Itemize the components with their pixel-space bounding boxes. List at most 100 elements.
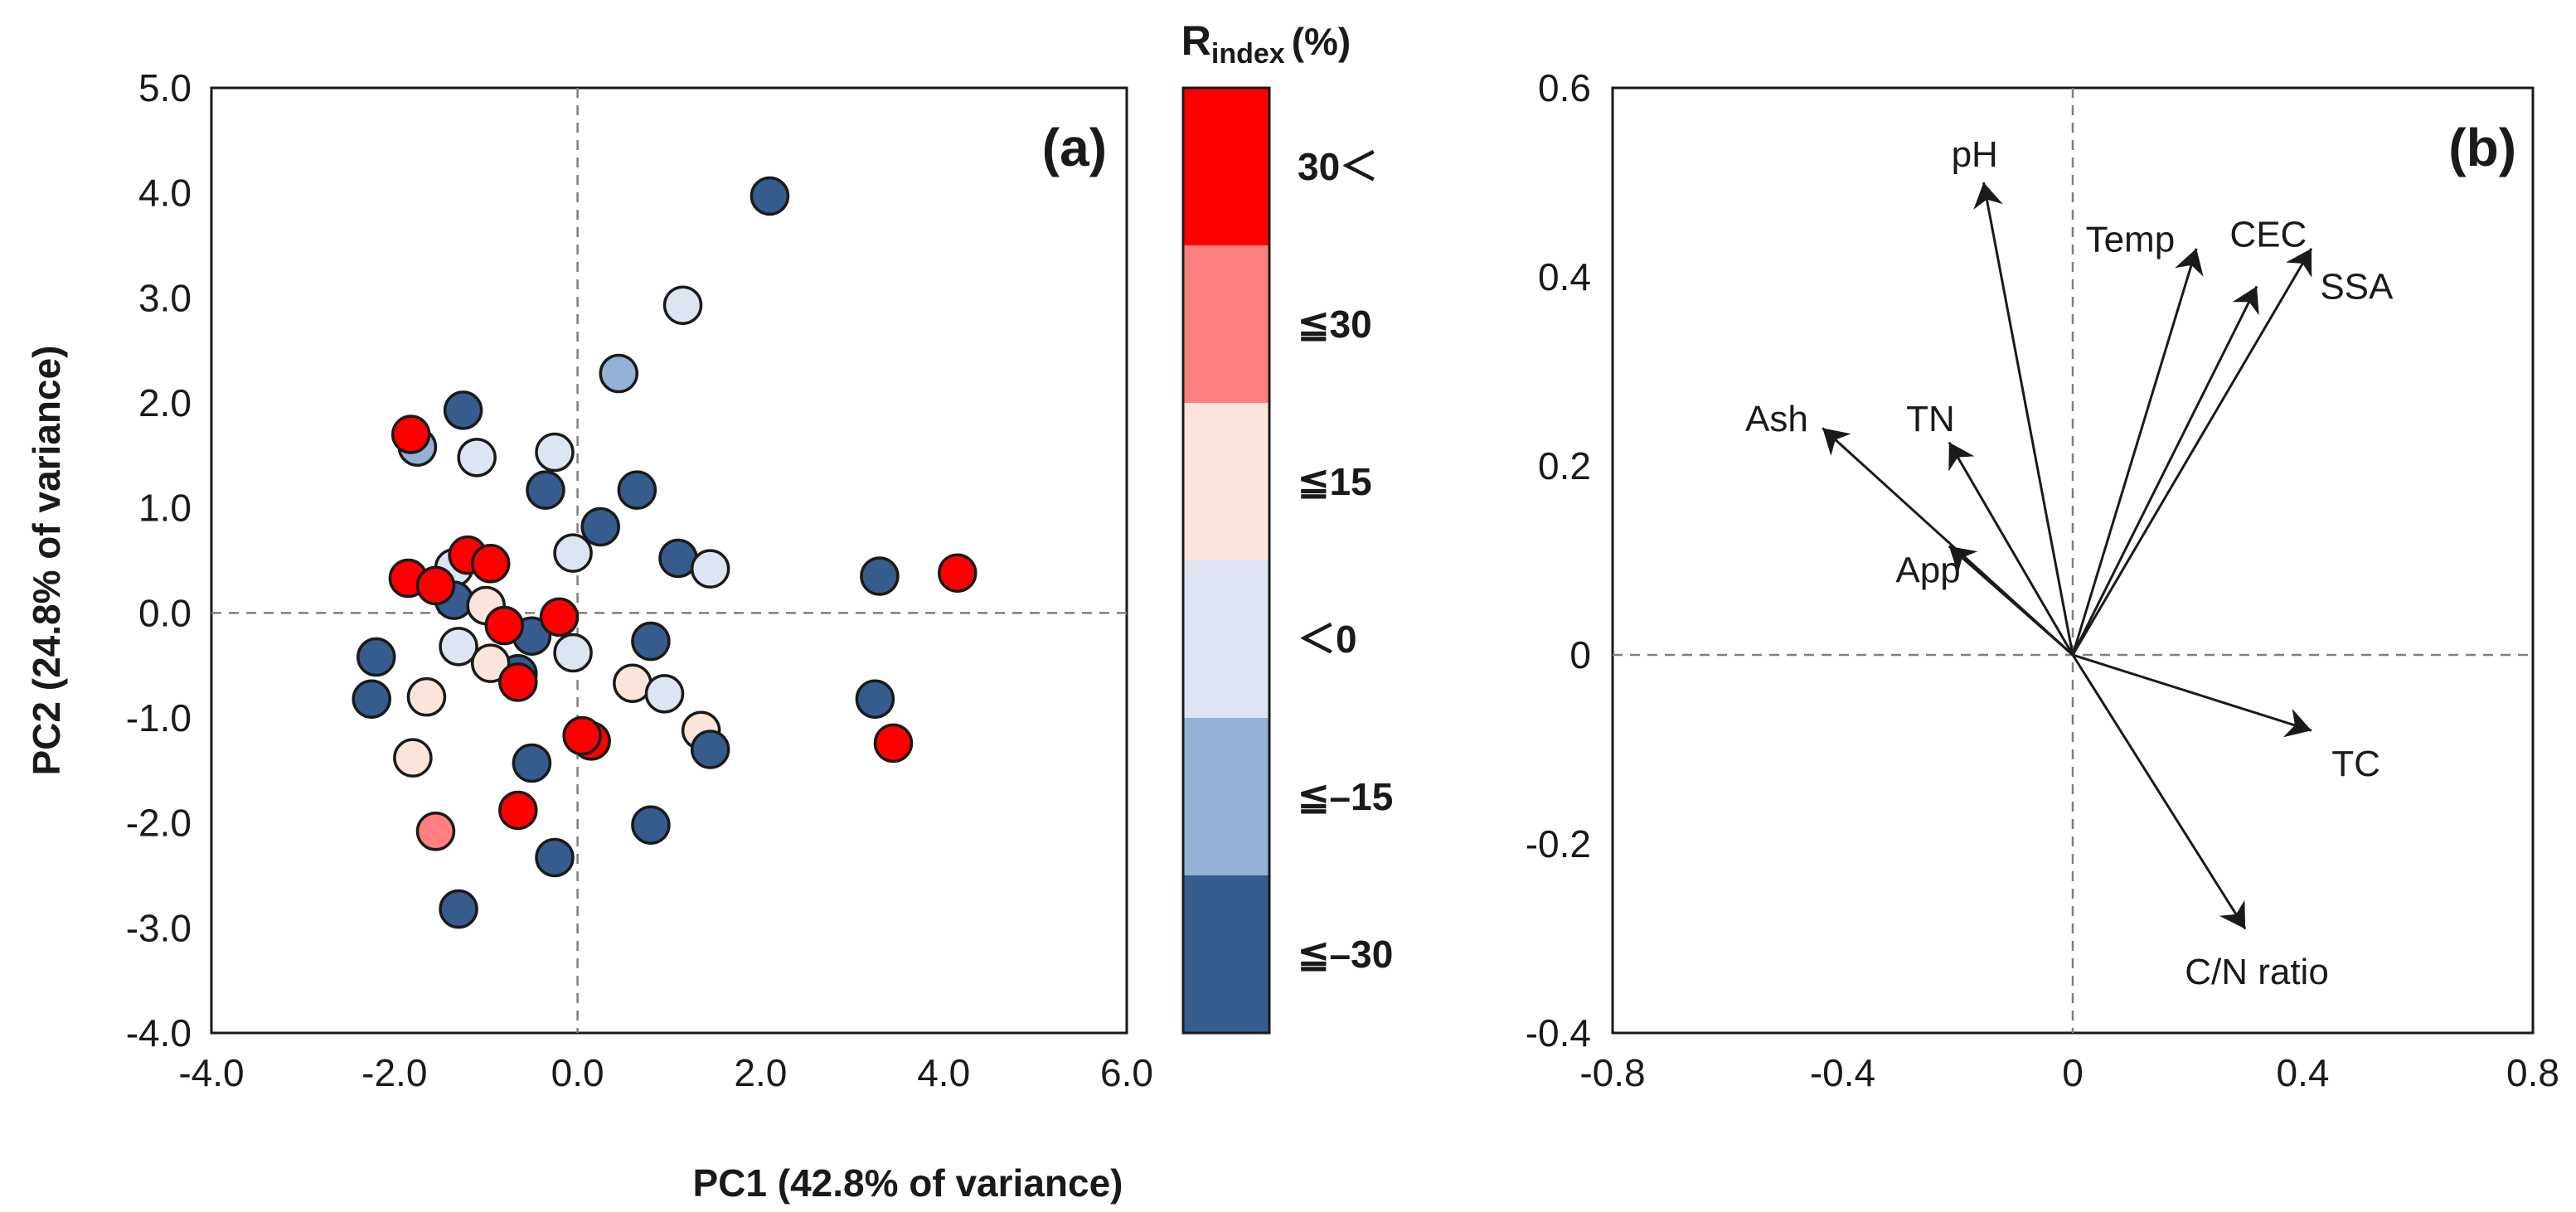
x-tick-label: 2.0 — [734, 1051, 787, 1094]
y-tick-label: 3.0 — [138, 276, 192, 319]
data-point — [415, 565, 456, 606]
y-tick-label: 2.0 — [138, 381, 192, 424]
data-point — [356, 637, 396, 677]
loading-arrow — [2071, 248, 2204, 656]
loading-arrow — [2071, 654, 2247, 930]
panel-label-a: (a) — [1042, 118, 1107, 177]
variable-label: CEC — [2229, 215, 2307, 255]
data-point — [391, 415, 431, 454]
data-point — [860, 556, 900, 596]
data-point — [498, 790, 538, 831]
data-point — [535, 432, 575, 473]
x-tick-label-b: 0.4 — [2277, 1051, 2330, 1094]
y-tick-label: -3.0 — [126, 906, 192, 949]
y-tick-label: 5.0 — [138, 66, 192, 109]
x-tick-label-b: 0 — [2062, 1051, 2084, 1094]
x-tick-label: -4.0 — [178, 1051, 244, 1094]
legend-swatches — [1181, 86, 1271, 1035]
data-point — [457, 438, 497, 478]
y-tick-label: 0.0 — [138, 591, 192, 634]
data-point — [855, 679, 895, 719]
variable-label: TN — [1906, 399, 1955, 439]
y-tick-label-b: -0.2 — [1526, 822, 1591, 865]
variable-label: C/N ratio — [2185, 952, 2329, 992]
legend-label: 30＜ — [1298, 145, 1378, 188]
y-axis-title: PC2 (24.8% of variance) — [25, 345, 68, 775]
data-point — [690, 730, 730, 769]
x-tick-labels-b: -0.8 -0.4 0 0.4 0.8 — [1579, 1051, 2559, 1094]
data-point — [512, 743, 552, 783]
x-tick-label: 6.0 — [1100, 1051, 1153, 1094]
data-point — [439, 627, 478, 667]
loading-arrow — [1973, 182, 2074, 656]
data-point — [662, 285, 703, 325]
data-point — [470, 643, 511, 683]
legend-swatch — [1183, 875, 1269, 1033]
data-point — [599, 353, 639, 394]
data-point — [553, 533, 593, 573]
panel-label-b: (b) — [2448, 118, 2516, 177]
legend-label: ≦15 — [1298, 460, 1372, 503]
y-tick-label: 4.0 — [138, 172, 192, 215]
variable-label: App — [1895, 550, 1960, 590]
legend-title-main: R — [1181, 17, 1211, 64]
variable-label: TC — [2331, 744, 2380, 784]
x-tick-label-b: -0.4 — [1810, 1051, 1875, 1094]
y-tick-labels: 5.0 4.0 3.0 2.0 1.0 0.0 -1.0 -2.0 -3.0 -4.0 — [126, 66, 192, 1054]
data-point — [873, 723, 914, 764]
legend-labels: 30＜ ≦30 ≦15 ＜0 ≦–15 ≦–30 — [1298, 145, 1393, 976]
legend-title-unit: (%) — [1292, 20, 1351, 63]
legend-label: ＜0 — [1298, 618, 1357, 661]
legend-swatch — [1183, 718, 1269, 875]
y-tick-label: -1.0 — [126, 696, 192, 739]
data-point — [484, 605, 525, 646]
y-tick-label-b: -0.4 — [1526, 1011, 1591, 1054]
x-tick-label: -2.0 — [361, 1051, 427, 1094]
variable-label: Ash — [1745, 399, 1808, 439]
loading-panel: -0.8 -0.4 0 0.4 0.8 0.60.40.20-0.2-0.4 pHTem… — [1526, 66, 2559, 1094]
variable-label: Temp — [2086, 219, 2176, 259]
loading-vectors: pH Temp CEC SSA TN Ash App TC C/N ratio — [1745, 134, 2394, 992]
y-tick-label-b: 0.6 — [1538, 66, 1591, 109]
data-point — [443, 390, 483, 430]
data-point — [470, 544, 511, 584]
x-tick-label-b: 0.8 — [2506, 1051, 2559, 1094]
x-tick-label: 0.0 — [551, 1051, 604, 1094]
y-tick-label: -4.0 — [126, 1011, 192, 1054]
data-point — [352, 679, 391, 719]
data-point — [415, 812, 456, 851]
y-tick-label-b: 0 — [1569, 633, 1591, 676]
data-point — [562, 715, 602, 756]
legend-title-subscript: index — [1211, 38, 1285, 70]
legend-swatch — [1183, 560, 1269, 718]
y-tick-label-b: 0.4 — [1538, 255, 1591, 298]
data-point — [631, 621, 671, 662]
legend-label: ≦–15 — [1298, 775, 1393, 818]
legend-label: ≦30 — [1298, 303, 1372, 346]
loading-arrow — [2072, 653, 2312, 738]
y-tick-label: -2.0 — [126, 802, 192, 845]
legend-swatch — [1183, 403, 1269, 560]
variable-label: pH — [1952, 134, 1998, 175]
data-point — [526, 470, 565, 510]
x-tick-label: 4.0 — [917, 1051, 970, 1094]
legend-title: Rindex (%) — [1181, 17, 1351, 70]
legend-swatch — [1183, 88, 1269, 245]
data-point — [539, 597, 580, 638]
data-point — [690, 549, 730, 589]
data-point — [938, 553, 978, 593]
data-point — [498, 662, 538, 702]
data-point — [580, 507, 620, 547]
x-axis-title: PC1 (42.8% of variance) — [692, 1161, 1123, 1205]
data-point — [393, 738, 433, 778]
y-tick-label-b: 0.2 — [1538, 444, 1591, 487]
data-point — [439, 889, 478, 929]
legend-border — [1181, 86, 1271, 1035]
legend-label: ≦–30 — [1298, 933, 1393, 976]
y-tick-label: 1.0 — [138, 487, 192, 530]
data-point — [617, 470, 657, 510]
color-legend: Rindex (%) 30＜ ≦30 ≦15 ＜0 ≦–15 ≦–30 — [1181, 17, 1393, 1035]
loading-arrow — [2071, 248, 2313, 656]
y-tick-labels-b: 0.6 0.4 0.2 0 -0.2 -0.4 — [1526, 66, 1591, 1054]
